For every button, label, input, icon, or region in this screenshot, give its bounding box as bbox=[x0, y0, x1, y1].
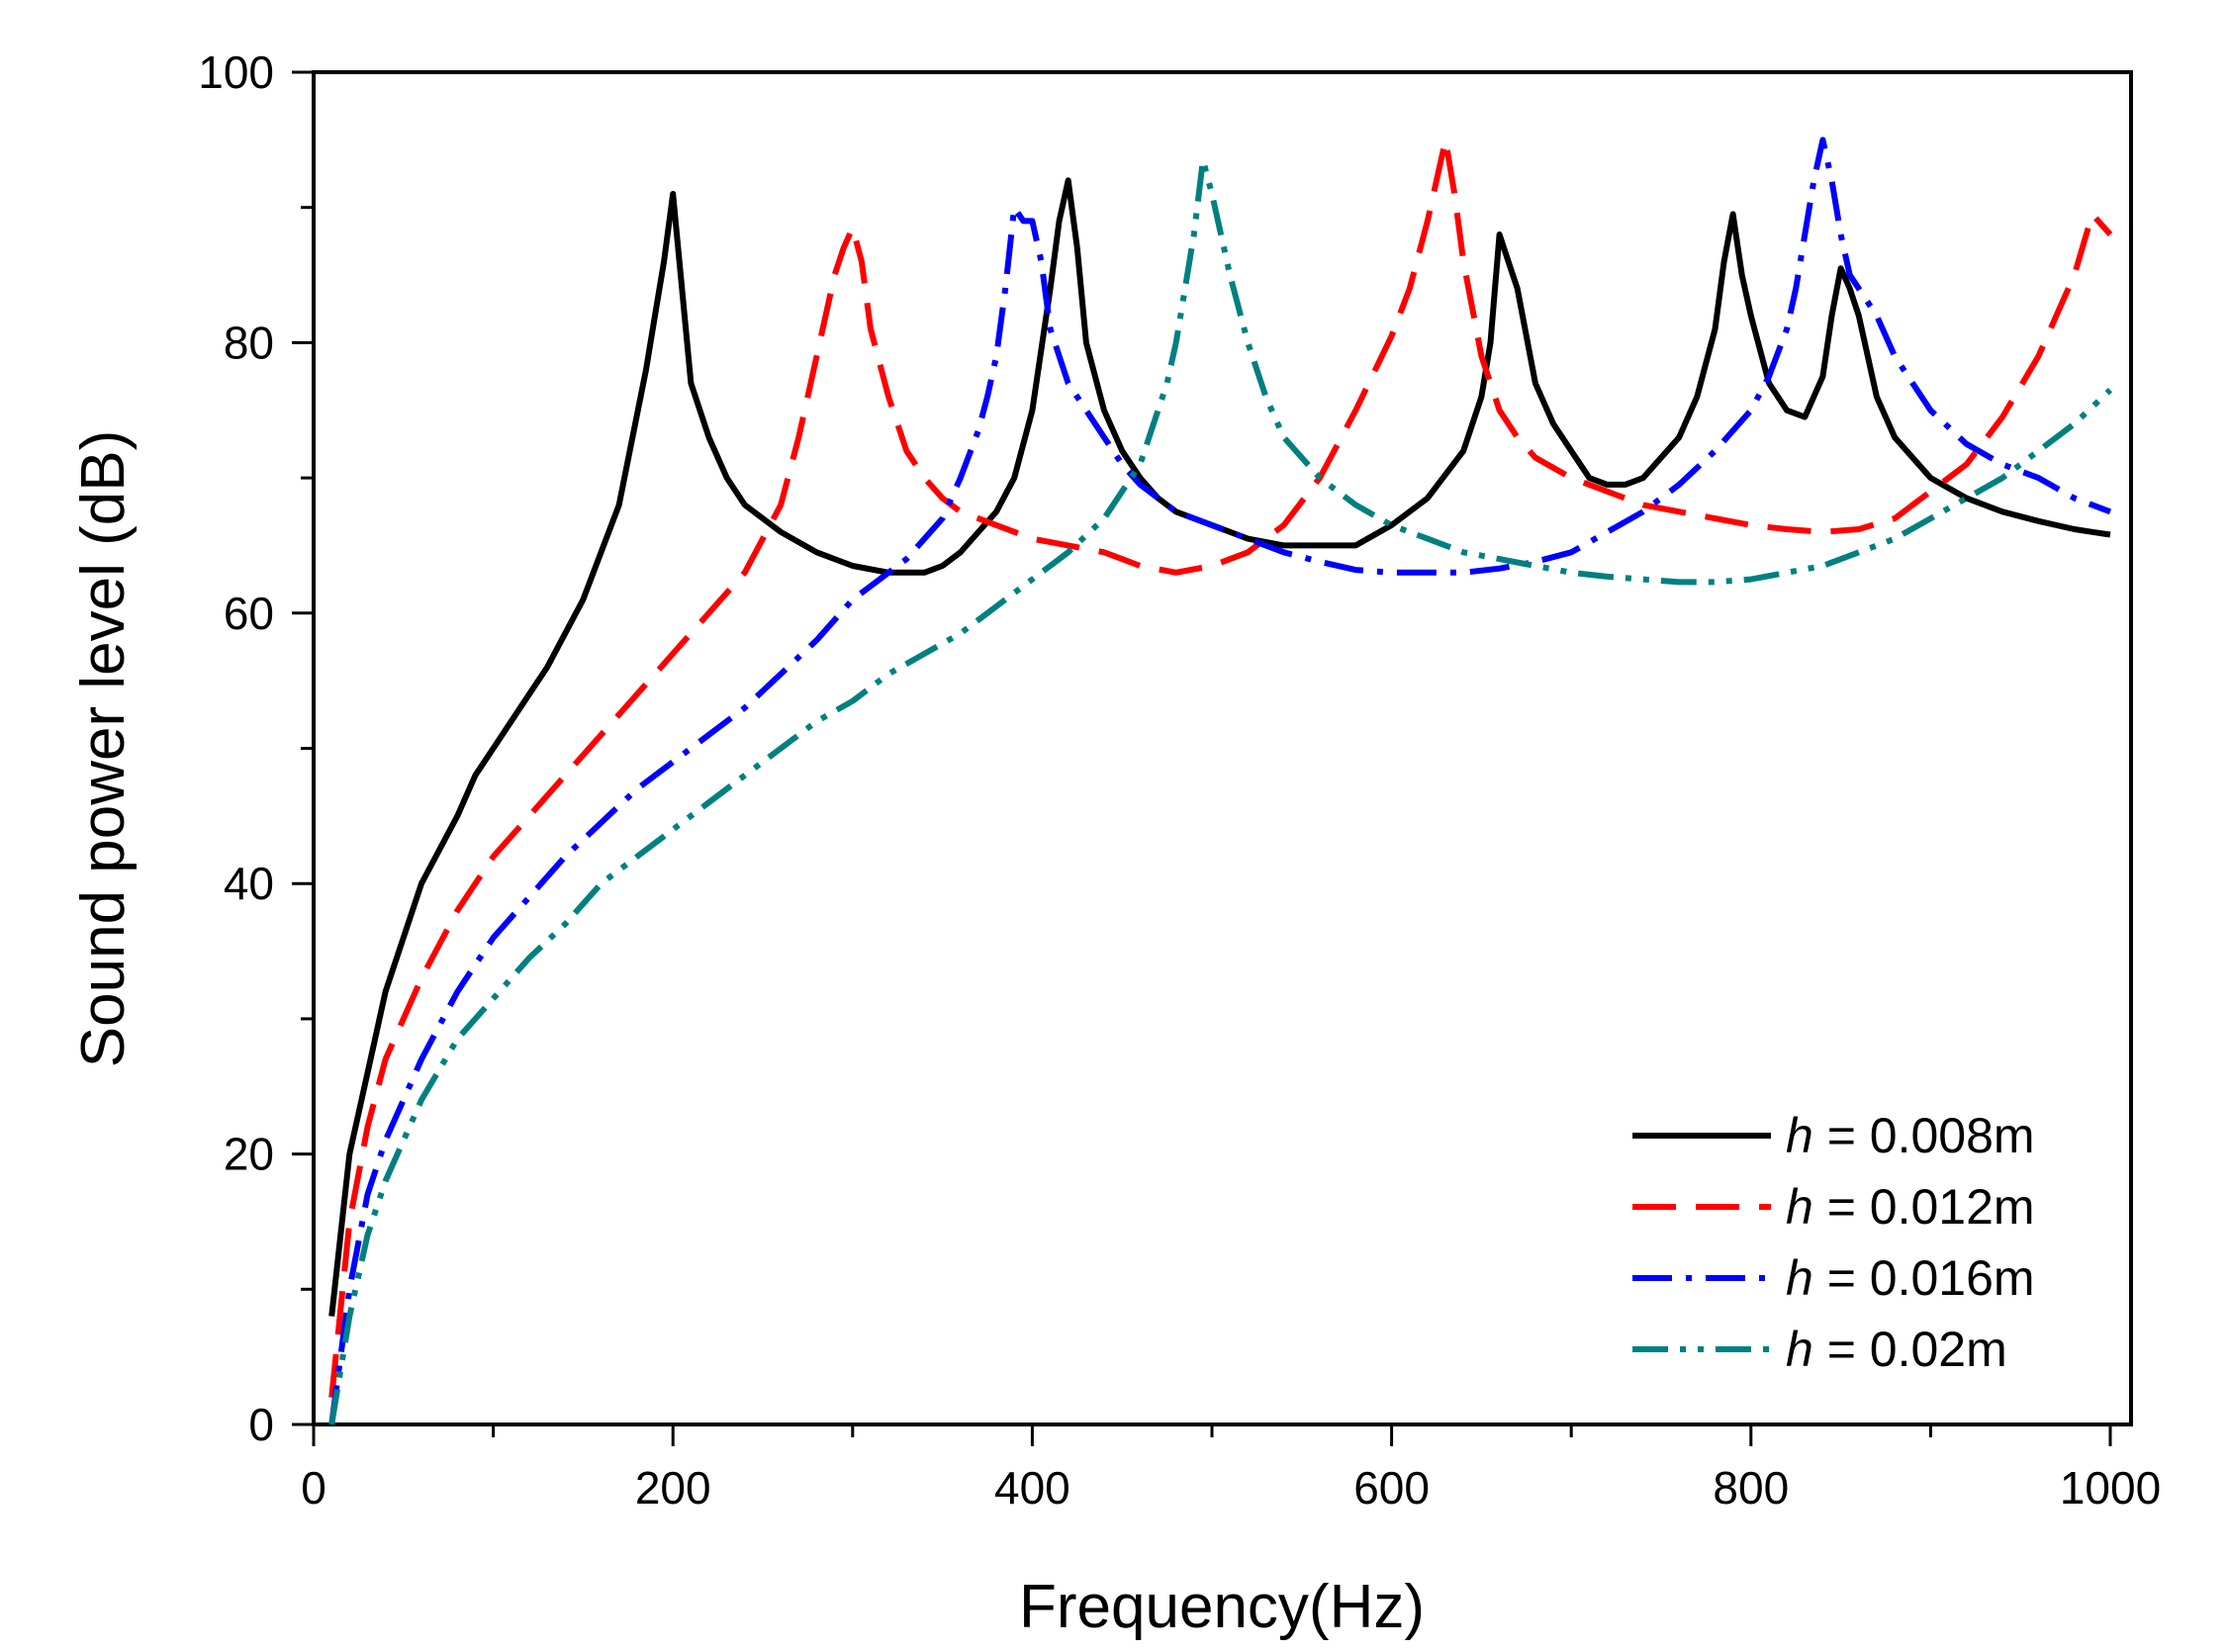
y-tick-label: 80 bbox=[224, 317, 274, 368]
legend-label: h = 0.008m bbox=[1786, 1108, 2035, 1163]
legend-value: = 0.012m bbox=[1813, 1179, 2035, 1235]
x-tick-label: 0 bbox=[301, 1462, 326, 1514]
legend-value: = 0.008m bbox=[1813, 1108, 2035, 1163]
series-line-3 bbox=[328, 137, 2112, 1425]
legend-label: h = 0.012m bbox=[1786, 1179, 2035, 1235]
legend-variable: h bbox=[1786, 1108, 1813, 1163]
legend-value: = 0.016m bbox=[1813, 1250, 2035, 1306]
y-axis: 0 20 40 60 80 100 bbox=[198, 46, 314, 1450]
x-tick-label: 400 bbox=[994, 1462, 1070, 1514]
y-axis-title: Sound power level (dB) bbox=[69, 430, 138, 1067]
series-line-1 bbox=[328, 177, 2111, 1317]
legend-label: h = 0.016m bbox=[1786, 1250, 2035, 1306]
y-tick-label: 60 bbox=[224, 588, 274, 639]
y-tick-label: 0 bbox=[248, 1399, 274, 1450]
legend-variable: h bbox=[1786, 1179, 1813, 1235]
y-tick-label: 20 bbox=[224, 1129, 274, 1180]
series-line-4 bbox=[328, 156, 2113, 1425]
y-tick-label: 40 bbox=[224, 858, 274, 909]
legend-label: h = 0.02m bbox=[1786, 1322, 2007, 1377]
series-line-2 bbox=[328, 137, 2113, 1399]
x-tick-label: 200 bbox=[635, 1462, 711, 1514]
x-tick-label: 800 bbox=[1713, 1462, 1789, 1514]
legend-variable: h bbox=[1786, 1250, 1813, 1306]
y-tick-label: 100 bbox=[198, 46, 274, 98]
x-tick-label: 1000 bbox=[2060, 1462, 2161, 1514]
x-axis-title: Frequency(Hz) bbox=[1019, 1573, 1425, 1641]
x-tick-label: 600 bbox=[1353, 1462, 1430, 1514]
legend-value: = 0.02m bbox=[1813, 1322, 2007, 1377]
legend-variable: h bbox=[1786, 1322, 1813, 1377]
series-layer bbox=[328, 137, 2113, 1425]
x-axis: 0 200 400 600 800 1000 bbox=[301, 1424, 2161, 1514]
